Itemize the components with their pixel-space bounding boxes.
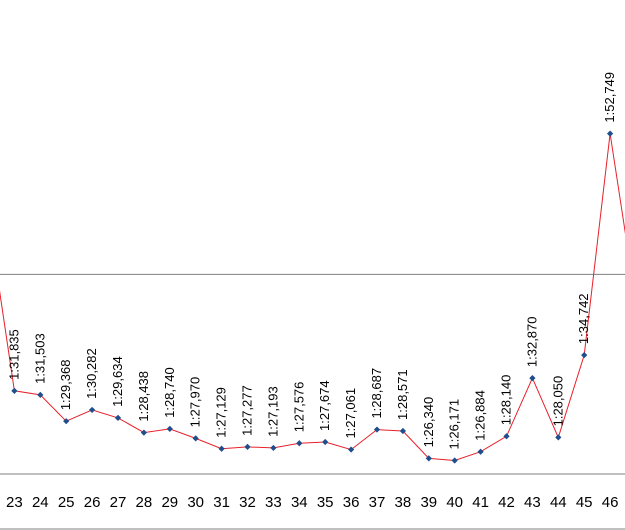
data-label-25: 1:29,368 bbox=[58, 360, 73, 411]
data-label-42: 1:28,140 bbox=[499, 375, 514, 426]
data-label-26: 1:30,282 bbox=[84, 348, 99, 399]
data-marker-23 bbox=[11, 387, 18, 394]
x-tick-label-37: 37 bbox=[369, 494, 386, 511]
x-tick-label-28: 28 bbox=[136, 494, 153, 511]
x-tick-label-41: 41 bbox=[472, 494, 489, 511]
data-label-44: 1:28,050 bbox=[550, 376, 565, 427]
x-tick-label-34: 34 bbox=[291, 494, 308, 511]
data-marker-26 bbox=[88, 406, 96, 414]
data-label-37: 1:28,687 bbox=[369, 368, 384, 419]
data-marker-42 bbox=[503, 433, 510, 440]
data-marker-43 bbox=[529, 374, 536, 382]
data-marker-28 bbox=[140, 429, 148, 436]
data-label-28: 1:28,438 bbox=[136, 371, 151, 422]
x-tick-label-45: 45 bbox=[576, 494, 593, 511]
data-marker-30 bbox=[192, 435, 199, 442]
data-label-38: 1:28,571 bbox=[395, 369, 410, 420]
data-label-29: 1:28,740 bbox=[162, 367, 177, 418]
data-label-30: 1:27,970 bbox=[188, 377, 203, 428]
data-markers bbox=[11, 130, 614, 464]
x-tick-label-42: 42 bbox=[498, 494, 515, 511]
x-tick-label-25: 25 bbox=[58, 494, 75, 511]
x-tick-label-39: 39 bbox=[420, 494, 437, 511]
data-label-41: 1:26,884 bbox=[473, 390, 488, 441]
x-tick-label-32: 32 bbox=[239, 494, 256, 511]
data-marker-44 bbox=[555, 434, 562, 441]
x-tick-label-46: 46 bbox=[602, 494, 619, 511]
data-marker-29 bbox=[166, 425, 173, 433]
x-tick-label-35: 35 bbox=[317, 494, 334, 511]
data-labels: 1:31,835 1:31,503 1:29,368 1:30,282 1:29,634… bbox=[6, 72, 617, 450]
x-tick-label-24: 24 bbox=[32, 494, 49, 511]
x-tick-label-26: 26 bbox=[84, 494, 101, 511]
data-marker-27 bbox=[114, 414, 122, 422]
data-marker-35 bbox=[322, 438, 329, 446]
data-label-23: 1:31,835 bbox=[6, 329, 21, 380]
data-label-32: 1:27,277 bbox=[240, 385, 255, 436]
x-tick-label-23: 23 bbox=[6, 494, 23, 511]
x-tick-label-40: 40 bbox=[446, 494, 463, 511]
data-marker-37 bbox=[373, 426, 381, 433]
data-marker-41 bbox=[477, 448, 484, 455]
x-tick-label-30: 30 bbox=[187, 494, 204, 511]
data-marker-36 bbox=[347, 446, 355, 453]
data-label-36: 1:27,061 bbox=[343, 388, 358, 439]
data-marker-38 bbox=[399, 427, 407, 435]
data-marker-39 bbox=[425, 455, 432, 462]
x-tick-label-31: 31 bbox=[213, 494, 230, 511]
data-label-35: 1:27,674 bbox=[317, 380, 332, 431]
data-label-40: 1:26,171 bbox=[447, 399, 462, 450]
data-marker-34 bbox=[296, 440, 303, 447]
x-tick-label-29: 29 bbox=[161, 494, 178, 511]
x-axis-ticks: 23 24 25 26 27 28 29 30 31 32 33 34 35 36 37 38 39 40 41 42… bbox=[6, 494, 618, 511]
lap-time-line bbox=[0, 133, 625, 462]
x-tick-label-44: 44 bbox=[550, 494, 567, 511]
x-tick-label-33: 33 bbox=[265, 494, 282, 511]
x-tick-label-36: 36 bbox=[343, 494, 360, 511]
data-label-43: 1:32,870 bbox=[524, 316, 539, 367]
data-label-46: 1:52,749 bbox=[602, 72, 617, 123]
data-marker-32 bbox=[244, 443, 251, 451]
data-label-33: 1:27,193 bbox=[265, 386, 280, 437]
data-marker-33 bbox=[270, 444, 277, 452]
data-label-39: 1:26,340 bbox=[421, 397, 436, 448]
data-label-27: 1:29,634 bbox=[110, 356, 125, 407]
data-marker-40 bbox=[451, 457, 458, 464]
x-tick-label-38: 38 bbox=[395, 494, 412, 511]
data-label-34: 1:27,576 bbox=[291, 382, 306, 433]
x-tick-label-43: 43 bbox=[524, 494, 541, 511]
data-marker-46 bbox=[606, 130, 614, 137]
data-label-45: 1:34,742 bbox=[576, 293, 591, 344]
data-marker-45 bbox=[581, 351, 588, 359]
x-tick-label-27: 27 bbox=[110, 494, 127, 511]
data-marker-31 bbox=[218, 445, 225, 452]
data-label-31: 1:27,129 bbox=[214, 387, 229, 438]
data-label-24: 1:31,503 bbox=[32, 333, 47, 384]
